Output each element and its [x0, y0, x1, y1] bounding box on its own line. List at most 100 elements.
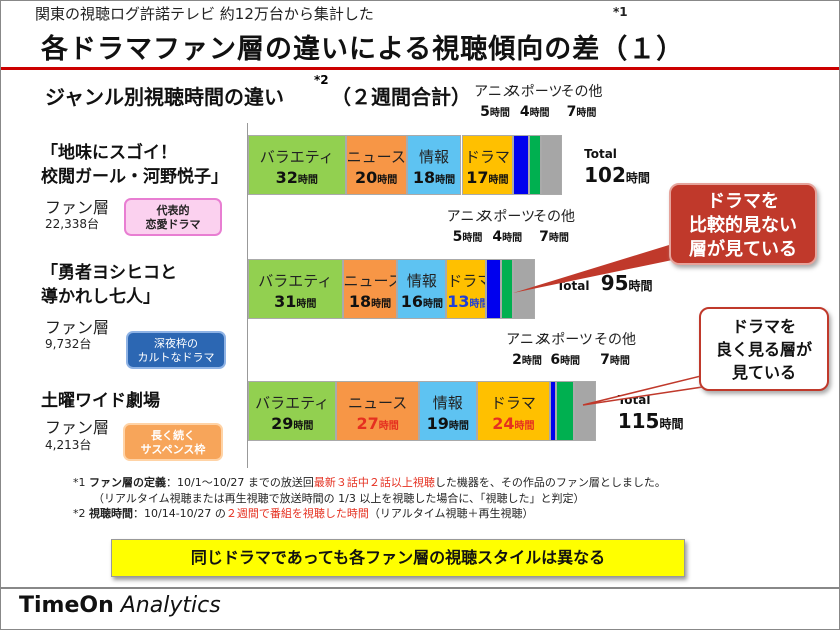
footnote-2-mark: *2 — [73, 507, 86, 520]
group-2-badge-line2: カルトなドラマ — [137, 351, 215, 364]
bar-g2-3-value: 16時間 — [398, 292, 445, 311]
top-label-g2-7: その他 — [533, 209, 576, 225]
group-1-title-line2: 校閲ガール・河野悦子」 — [41, 167, 228, 187]
group-2-title-line1: 「勇者ヨシヒコと — [41, 263, 177, 283]
top-label-g2-5: アニメ — [446, 209, 489, 225]
footnote-1-head: ファン層の定義 — [89, 476, 166, 489]
value-unit: 時間 — [514, 421, 535, 432]
group-3-badge: 長く続く サスペンス枠 — [123, 423, 223, 461]
bar-g3-1-label: バラエティ — [255, 394, 330, 412]
value-number: 16 — [400, 292, 423, 311]
bar-g1-4: ドラマ 17時間 — [461, 135, 514, 195]
group-3-fan-label: ファン層 — [45, 418, 110, 437]
value-unit: 時間 — [422, 299, 443, 310]
footnote-2: *2 視聴時間：10/14-10/27 の２週間で番組を視聴した時間（リアルタイ… — [73, 506, 666, 522]
total-number: 115 — [617, 409, 660, 433]
group-1-title-line1: 「地味にスゴイ！ — [41, 143, 177, 163]
footnote-1: *1 ファン層の定義：10/1～10/27 までの放送回最新３話中２話以上視聴し… — [73, 475, 666, 491]
bar-g2-5 — [485, 259, 502, 319]
bar-g1-1: バラエティ 32時間 — [248, 135, 346, 195]
group-3-badge-line1: 長く続く — [151, 429, 195, 442]
callout-2: ドラマを 良く見る層が 見ている — [699, 307, 829, 391]
bar-g1-3-value: 18時間 — [408, 168, 461, 187]
total-number: 95 — [600, 271, 629, 295]
total-label-g1: Total — [584, 147, 617, 161]
section-note-mark: *2 — [314, 73, 329, 87]
footnotes: *1 ファン層の定義：10/1～10/27 までの放送回最新３話中２話以上視聴し… — [73, 475, 666, 522]
bar-g2-1: バラエティ 31時間 — [248, 259, 343, 319]
total-unit: 時間 — [628, 279, 653, 293]
top-value-g1-7: 7時間 — [553, 104, 609, 120]
top-value-g3-6: 6時間 — [537, 352, 593, 368]
brand-italic: Analytics — [113, 593, 221, 618]
bar-g2-1-label: バラエティ — [258, 272, 333, 290]
value-unit: 時間 — [502, 233, 523, 244]
value-unit: 時間 — [377, 175, 398, 186]
footnote-1-text-a: ：10/1～10/27 までの放送回 — [166, 476, 314, 489]
bar-g1-1-value: 32時間 — [249, 168, 345, 187]
bar-g3-3-label: 情報 — [432, 394, 463, 412]
bar-g3-3: 情報 19時間 — [418, 381, 477, 441]
bar-g2-6 — [501, 259, 514, 319]
total-unit: 時間 — [625, 171, 650, 185]
bar-g3-1: バラエティ 29時間 — [248, 381, 337, 441]
footnote-2-text-b: （リアルタイム視聴＋再生視聴） — [368, 507, 534, 520]
bar-g3-5 — [549, 381, 557, 441]
bar-g2-2-label: ニュース — [343, 272, 398, 290]
total-value-g3: 115時間 — [618, 409, 684, 433]
bar-g3-2-value: 27時間 — [337, 414, 417, 433]
footnote-1-detail: （リアルタイム視聴または再生視聴で放送時間の 1/3 以上を視聴した場合に、「視… — [93, 491, 585, 505]
subtitle: 関東の視聴ログ許諾テレビ 約12万台から集計した — [35, 5, 374, 23]
group-3-badge-line2: サスペンス枠 — [140, 443, 206, 456]
group-1-badge: 代表的 恋愛ドラマ — [124, 198, 222, 236]
value-number: 7 — [566, 104, 577, 120]
value-unit: 時間 — [548, 233, 569, 244]
top-value-g1-5: 5時間 — [467, 104, 523, 120]
bar-g1-4-label: ドラマ — [464, 148, 510, 166]
top-value-g1-6: 4時間 — [507, 104, 563, 120]
bar-g2-3: 情報 16時間 — [397, 259, 447, 319]
value-number: 19 — [426, 414, 449, 433]
group-2-title: 「勇者ヨシヒコと 導かれし七人」 — [41, 261, 177, 309]
value-number: 24 — [492, 414, 515, 433]
value-number: 4 — [519, 104, 530, 120]
value-number: 18 — [412, 168, 436, 187]
top-value-g2-7: 7時間 — [526, 229, 582, 245]
group-1-badge-line2: 恋愛ドラマ — [145, 218, 201, 231]
bar-g3-4-label: ドラマ — [490, 394, 536, 412]
page-title: 各ドラマファン層の違いによる視聴傾向の差（１） — [41, 34, 685, 65]
top-label-g3-6: スポーツ — [537, 332, 594, 348]
bar-g2-2-value: 18時間 — [344, 292, 397, 311]
top-label-g1-7: その他 — [560, 84, 603, 100]
bar-g2-1-value: 31時間 — [249, 292, 342, 311]
total-value-g1: 102時間 — [584, 163, 650, 187]
bar-g3-6 — [556, 381, 575, 441]
footnote-2-text-a: ：10/14-10/27 の — [133, 507, 226, 520]
value-unit: 時間 — [296, 299, 317, 310]
brand-logo: TimeOn Analytics — [19, 593, 221, 618]
group-2-title-line2: 導かれし七人」 — [41, 287, 160, 307]
value-unit: 時間 — [371, 299, 392, 310]
bar-g1-2-value: 20時間 — [347, 168, 406, 187]
value-unit: 時間 — [448, 421, 469, 432]
bar-g2-4-value: 13時間 — [447, 292, 485, 311]
callout-2-line1: ドラマを — [731, 317, 796, 336]
bar-g1-3: 情報 18時間 — [406, 135, 462, 195]
bar-g1-2: ニュース 20時間 — [345, 135, 407, 195]
value-unit: 時間 — [293, 421, 314, 432]
bar-g2-2: ニュース 18時間 — [342, 259, 398, 319]
total-unit: 時間 — [659, 417, 684, 431]
value-number: 29 — [271, 414, 294, 433]
bar-g3-1-value: 29時間 — [249, 414, 335, 433]
group-1-fan-label: ファン層 — [45, 198, 110, 217]
value-unit: 時間 — [297, 175, 318, 186]
value-unit: 時間 — [560, 356, 581, 367]
footnote-1-text-b: した機器を、その作品のファン層としました。 — [434, 476, 666, 489]
conclusion-banner: 同じドラマであっても各ファン層の視聴スタイルは異なる — [111, 539, 685, 577]
bar-g3-4-value: 24時間 — [478, 414, 549, 433]
bar-g1-2-label: ニュース — [346, 148, 406, 166]
value-unit: 時間 — [488, 175, 509, 186]
group-1-badge-line1: 代表的 — [156, 204, 190, 217]
footer-rule — [1, 587, 839, 589]
bar-g2-4: ドラマ 13時間 — [446, 259, 486, 319]
